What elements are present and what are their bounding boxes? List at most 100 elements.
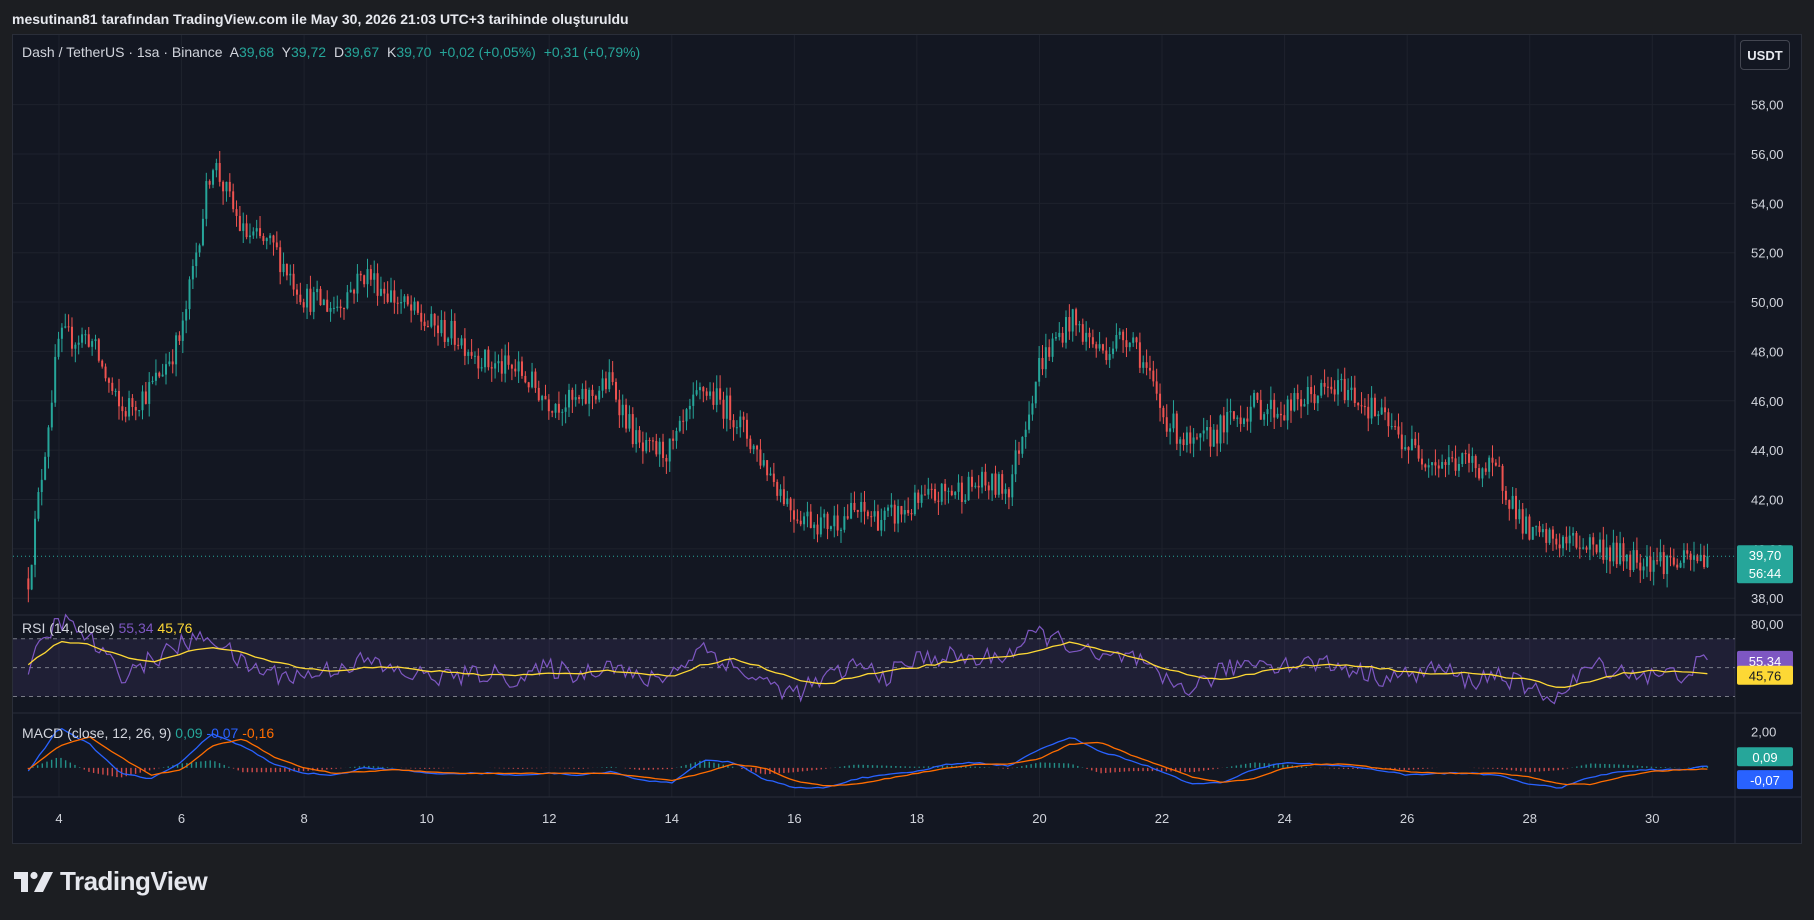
candle bbox=[413, 301, 416, 311]
candle bbox=[873, 511, 876, 517]
candle bbox=[242, 223, 245, 231]
candle bbox=[813, 524, 816, 528]
candle bbox=[319, 288, 322, 306]
time-axis-label-11: 26 bbox=[1400, 811, 1414, 826]
candle bbox=[890, 504, 893, 508]
candle bbox=[937, 500, 940, 502]
candle bbox=[1323, 382, 1326, 387]
candle bbox=[322, 299, 325, 306]
time-axis-label-12: 28 bbox=[1522, 811, 1536, 826]
candle bbox=[678, 420, 681, 431]
candle bbox=[1038, 357, 1041, 382]
candle bbox=[1048, 347, 1051, 357]
candle bbox=[1525, 516, 1528, 534]
candle bbox=[1175, 413, 1178, 444]
candle bbox=[1625, 554, 1628, 562]
candle bbox=[40, 479, 43, 493]
candle bbox=[238, 215, 241, 231]
candle bbox=[292, 273, 295, 290]
candle bbox=[218, 163, 221, 182]
candle bbox=[1508, 500, 1511, 509]
candle bbox=[722, 399, 725, 419]
candle bbox=[1397, 426, 1400, 435]
candle bbox=[883, 510, 886, 520]
rsi-value-badge: 55,34 bbox=[1737, 650, 1793, 670]
change-value-2: +0,31 (+0,79%) bbox=[543, 44, 641, 60]
candle bbox=[816, 524, 819, 535]
candle bbox=[1370, 397, 1373, 419]
candle bbox=[1098, 344, 1101, 349]
candle bbox=[101, 360, 104, 367]
candle bbox=[829, 526, 832, 530]
candle bbox=[406, 296, 409, 305]
candle bbox=[1619, 543, 1622, 565]
candle bbox=[672, 438, 675, 441]
candle bbox=[1585, 547, 1588, 550]
price-axis-label-9: 56,00 bbox=[1751, 147, 1784, 162]
candle bbox=[104, 366, 107, 379]
candle bbox=[544, 395, 547, 400]
candle bbox=[1014, 450, 1017, 475]
chart-area[interactable]: 38,0040,0042,0044,0046,0048,0050,0052,00… bbox=[12, 34, 1802, 844]
time-axis-label-8: 20 bbox=[1032, 811, 1046, 826]
candle bbox=[470, 352, 473, 356]
candle bbox=[376, 273, 379, 296]
candle bbox=[1216, 429, 1219, 444]
macd-legend: MACD (close, 12, 26, 9) 0,09 -0,07 -0,16 bbox=[22, 725, 274, 741]
open-label: A bbox=[229, 44, 239, 60]
candle bbox=[1051, 338, 1054, 357]
candle bbox=[64, 326, 67, 328]
candle bbox=[443, 319, 446, 342]
rsi-label[interactable]: RSI (14, close) bbox=[22, 620, 115, 636]
tradingview-logo-icon bbox=[14, 871, 53, 892]
candle bbox=[776, 481, 779, 496]
candle bbox=[60, 327, 63, 339]
candle bbox=[991, 473, 994, 491]
candle bbox=[1199, 433, 1202, 438]
macd-label[interactable]: MACD (close, 12, 26, 9) bbox=[22, 725, 172, 741]
candle bbox=[1044, 347, 1047, 370]
candle bbox=[1202, 430, 1205, 434]
chart-svg[interactable]: 38,0040,0042,0044,0046,0048,0050,0052,00… bbox=[13, 35, 1801, 843]
candle bbox=[393, 290, 396, 303]
candle bbox=[212, 170, 215, 185]
candle bbox=[1511, 495, 1514, 509]
candle bbox=[833, 515, 836, 527]
candle bbox=[772, 473, 775, 482]
candle bbox=[1461, 453, 1464, 464]
candle bbox=[682, 420, 685, 422]
currency-unit-button[interactable]: USDT bbox=[1740, 40, 1790, 70]
rsi-ma-line bbox=[27, 640, 1708, 688]
candle bbox=[175, 335, 178, 365]
candle bbox=[124, 411, 127, 417]
candle bbox=[1380, 407, 1383, 415]
candle bbox=[903, 510, 906, 515]
rsi-ma-badge: 45,76 bbox=[1737, 665, 1793, 685]
candle bbox=[531, 371, 534, 388]
high-label: Y bbox=[281, 44, 292, 60]
candle bbox=[1434, 462, 1437, 466]
candle bbox=[766, 460, 769, 476]
candle bbox=[1242, 418, 1245, 424]
tradingview-logo[interactable]: TradingView bbox=[14, 866, 208, 897]
candle bbox=[1021, 436, 1024, 454]
candle bbox=[379, 288, 382, 296]
candle bbox=[295, 289, 298, 295]
candle bbox=[269, 235, 272, 239]
symbol-label[interactable]: Dash / TetherUS · 1sa · Binance bbox=[22, 44, 223, 60]
macd-value-badge-text-0: 0,09 bbox=[1752, 750, 1777, 765]
candle bbox=[1169, 428, 1172, 432]
candle bbox=[507, 355, 510, 365]
candle bbox=[578, 397, 581, 400]
candle bbox=[1306, 387, 1309, 405]
candle bbox=[662, 441, 665, 459]
candle bbox=[638, 430, 641, 443]
candle bbox=[719, 388, 722, 400]
price-axis-label-6: 50,00 bbox=[1751, 295, 1784, 310]
macd-signal-value: -0,07 bbox=[206, 725, 239, 741]
candle bbox=[1162, 407, 1165, 418]
candle bbox=[1360, 405, 1363, 407]
time-axis-label-1: 6 bbox=[178, 811, 185, 826]
candle bbox=[524, 375, 527, 383]
candle bbox=[860, 501, 863, 512]
